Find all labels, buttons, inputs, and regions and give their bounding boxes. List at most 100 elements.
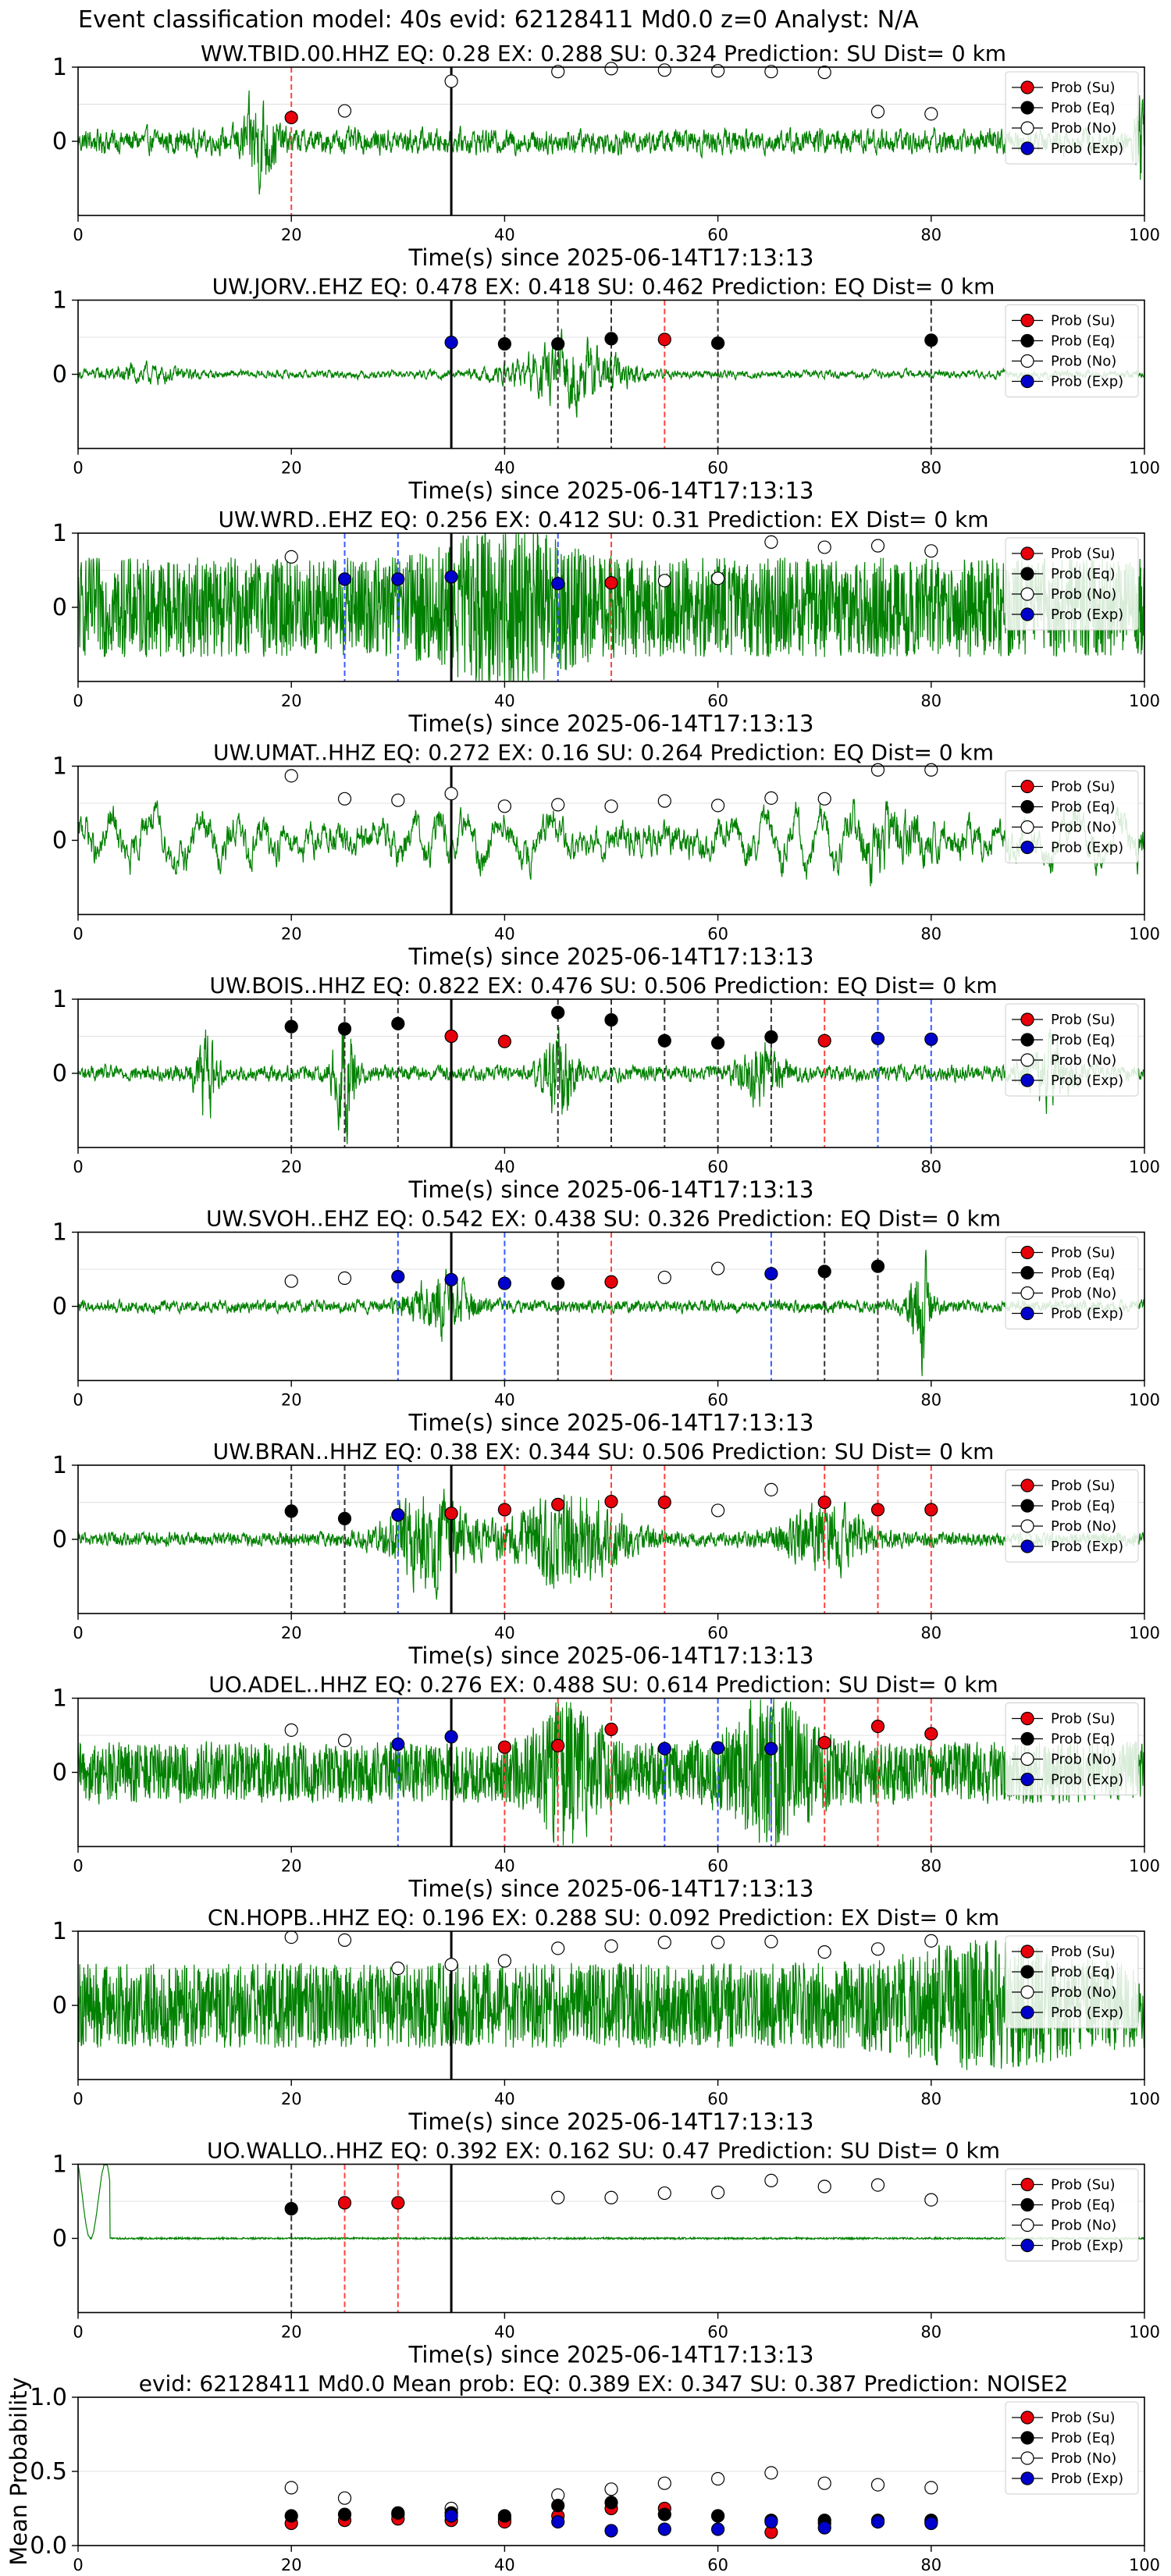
legend-label: Prob (Eq) [1051, 1032, 1116, 1048]
y-tick-label: 0 [52, 128, 67, 155]
prob-point-exp [444, 2509, 458, 2523]
prob-point-no [657, 574, 671, 588]
legend-marker [1020, 1053, 1034, 1067]
station-panel-3: UW.WRD..EHZ EQ: 0.256 EX: 0.412 SU: 0.31… [52, 507, 1160, 737]
x-axis-label: Time(s) since 2025-06-14T17:13:13 [408, 244, 814, 271]
legend-marker [1020, 546, 1034, 560]
y-axis-label: Mean Probability [5, 2377, 32, 2566]
prob-point-no [817, 2179, 831, 2194]
legend-marker [1020, 2218, 1034, 2233]
x-tick-label: 0 [73, 1624, 83, 1642]
prob-point-no [497, 799, 512, 813]
prob-point-no [710, 799, 725, 813]
legend-label: Prob (Su) [1051, 80, 1116, 96]
prob-point-su [497, 1740, 512, 1754]
prob-point-eq [604, 2496, 618, 2510]
x-tick-label: 80 [920, 1158, 941, 1176]
x-tick-label: 60 [707, 2323, 728, 2342]
prob-point-no [604, 799, 618, 813]
y-tick-label: 1 [52, 287, 67, 315]
y-tick-label: 0 [52, 1293, 67, 1321]
legend-marker [1020, 1752, 1034, 1767]
prob-point-no [870, 1942, 885, 1956]
prob-point-no [444, 787, 458, 801]
legend-label: Prob (Exp) [1051, 2005, 1123, 2021]
legend-marker [1020, 2451, 1034, 2465]
x-tick-label: 20 [281, 925, 302, 944]
prob-point-eq [337, 2507, 352, 2521]
x-tick-label: 80 [920, 2323, 941, 2342]
legend-marker [1020, 101, 1034, 115]
prob-point-no [817, 2476, 831, 2490]
prob-point-no [497, 1954, 512, 1968]
x-tick-label: 100 [1129, 1391, 1160, 1410]
x-axis-label: Time(s) since 2025-06-14T17:13:13 [408, 2342, 814, 2368]
prob-point-no [764, 535, 778, 550]
y-tick-label: 0 [52, 1526, 67, 1553]
legend-label: Prob (No) [1051, 1286, 1116, 1302]
legend-box [1005, 1236, 1139, 1329]
x-tick-label: 0 [73, 226, 83, 244]
x-tick-label: 20 [281, 1857, 302, 1876]
legend-label: Prob (Eq) [1051, 1964, 1116, 1980]
x-tick-label: 20 [281, 1624, 302, 1642]
legend-marker [1020, 1265, 1034, 1280]
prob-point-exp [764, 1267, 778, 1281]
panel-title: UW.SVOH..EHZ EQ: 0.542 EX: 0.438 SU: 0.3… [206, 1206, 1001, 1232]
legend-marker [1020, 141, 1034, 155]
legend: Prob (Su) Prob (Eq) Prob (No) Prob (Exp) [1005, 71, 1139, 165]
prob-point-eq [657, 1034, 671, 1048]
legend-marker [1020, 1478, 1034, 1493]
x-tick-label: 20 [281, 692, 302, 710]
x-tick-label: 60 [707, 2556, 728, 2574]
legend-marker [1020, 1711, 1034, 1726]
prob-point-exp [764, 1742, 778, 1756]
x-tick-label: 40 [494, 1624, 515, 1642]
prob-point-no [710, 1261, 725, 1276]
panel-title: UW.UMAT..HHZ EQ: 0.272 EX: 0.16 SU: 0.26… [213, 740, 994, 766]
prob-point-su [551, 1738, 565, 1752]
legend: Prob (Su) Prob (Eq) Prob (No) Prob (Exp) [1005, 1003, 1139, 1097]
prob-point-exp [657, 2522, 671, 2536]
prob-point-su [337, 2196, 352, 2210]
y-tick-label: 1 [52, 753, 67, 781]
y-tick-label: 1 [52, 1219, 67, 1247]
panel-title: UO.WALLO..HHZ EQ: 0.392 EX: 0.162 SU: 0.… [207, 2138, 1000, 2164]
prob-point-exp [817, 2521, 831, 2535]
x-tick-label: 0 [73, 2090, 83, 2108]
waveform-trace [78, 90, 1144, 195]
prob-point-exp [924, 1032, 938, 1046]
prob-point-eq [284, 1019, 298, 1034]
station-panel-2: UW.JORV..EHZ EQ: 0.478 EX: 0.418 SU: 0.4… [52, 274, 1160, 504]
y-tick-label: 1 [52, 986, 67, 1013]
legend-marker [1020, 1033, 1034, 1047]
x-tick-label: 0 [73, 1857, 83, 1876]
x-axis-label: Time(s) since 2025-06-14T17:13:13 [408, 944, 814, 970]
legend-label: Prob (No) [1051, 820, 1116, 836]
prob-point-exp [444, 1730, 458, 1744]
prob-point-no [657, 794, 671, 808]
y-tick-label: 1 [52, 1685, 67, 1713]
x-tick-label: 0 [73, 1391, 83, 1410]
x-tick-label: 20 [281, 459, 302, 478]
legend-label: Prob (No) [1051, 2450, 1116, 2467]
legend-box [1005, 770, 1139, 863]
station-panel-9: CN.HOPB..HHZ EQ: 0.196 EX: 0.288 SU: 0.0… [52, 1905, 1160, 2135]
x-tick-label: 40 [494, 1391, 515, 1410]
prob-point-exp [497, 1276, 512, 1290]
x-tick-label: 40 [494, 459, 515, 478]
prob-point-no [710, 571, 725, 585]
panel-title: UW.BRAN..HHZ EQ: 0.38 EX: 0.344 SU: 0.50… [213, 1439, 995, 1464]
y-tick-label: 0 [52, 1060, 67, 1087]
x-tick-label: 80 [920, 1624, 941, 1642]
prob-point-su [604, 1275, 618, 1289]
legend-box [1005, 1003, 1139, 1097]
prob-point-eq [710, 2509, 725, 2523]
legend-box [1005, 304, 1139, 397]
legend-marker [1020, 354, 1034, 368]
legend-label: Prob (Eq) [1051, 799, 1116, 816]
prob-point-eq [924, 333, 938, 347]
x-axis-label: Time(s) since 2025-06-14T17:13:13 [408, 1176, 814, 1203]
y-tick-label: 1 [52, 1918, 67, 1945]
